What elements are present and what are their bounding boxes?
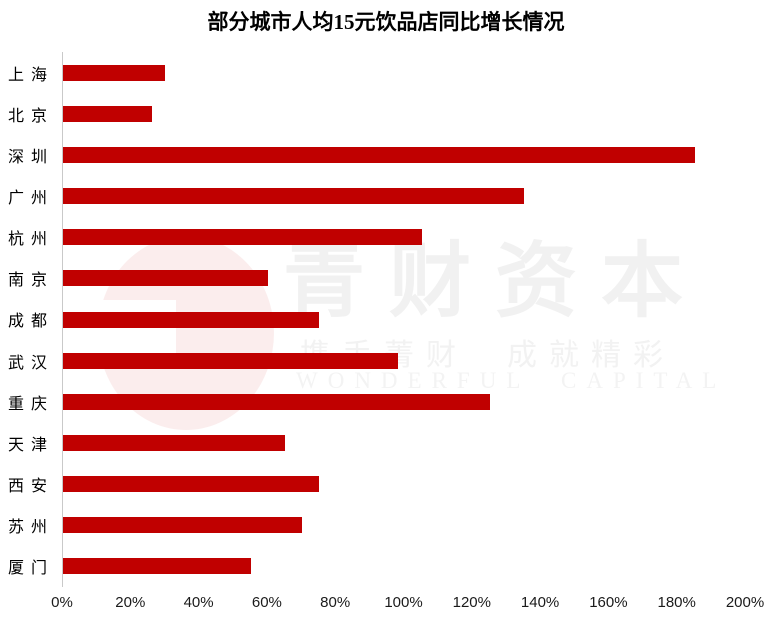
bar-厦门 [63,558,251,575]
bar-苏州 [63,517,303,534]
bar-深圳 [63,146,695,163]
bar-广州 [63,188,525,205]
x-tick-120%: 120% [452,594,491,611]
bar-成都 [63,311,320,328]
x-tick-180%: 180% [657,594,696,611]
category-label-广州: 广州 [8,190,55,208]
x-tick-100%: 100% [384,594,423,611]
x-tick-0%: 0% [51,594,73,611]
plot-area [62,52,746,587]
bar-北京 [63,105,152,122]
y-axis-labels: 上海北京深圳广州杭州南京成都武汉重庆天津西安苏州厦门 [8,52,62,587]
category-label-厦门: 厦门 [8,560,55,578]
bar-杭州 [63,229,422,246]
x-tick-60%: 60% [251,594,282,611]
category-label-成都: 成都 [8,313,55,331]
bar-南京 [63,270,268,287]
category-label-天津: 天津 [8,436,55,454]
bar-武汉 [63,352,398,369]
category-label-西安: 西安 [8,478,55,496]
watermark-brand: 青财资本 [283,236,708,327]
x-tick-140%: 140% [520,594,560,611]
category-label-北京: 北京 [8,107,55,125]
chart-title: 部分城市人均15元饮品店同比增长情况 [207,10,565,34]
bar-西安 [63,476,320,493]
category-label-上海: 上海 [8,66,55,84]
category-label-武汉: 武汉 [8,354,55,372]
category-label-杭州: 杭州 [8,231,55,249]
bar-天津 [63,434,285,451]
wonderful-capital-logo-notch [90,300,176,356]
x-tick-200%: 200% [725,594,765,611]
bar-上海 [63,64,166,81]
watermark-english: WONDERFUL CAPITAL [296,368,727,393]
category-label-重庆: 重庆 [8,395,55,413]
category-label-南京: 南京 [8,272,55,290]
bar-重庆 [63,393,490,410]
x-axis-labels: 0% 20% 40% 60% 80% 100% 120% 140% 160% 180% 200% [51,594,764,616]
category-label-苏州: 苏州 [8,519,55,537]
x-tick-40%: 40% [183,594,214,611]
category-label-深圳: 深圳 [8,148,55,166]
x-tick-20%: 20% [115,594,146,611]
x-tick-160%: 160% [589,594,628,611]
x-tick-80%: 80% [320,594,351,611]
